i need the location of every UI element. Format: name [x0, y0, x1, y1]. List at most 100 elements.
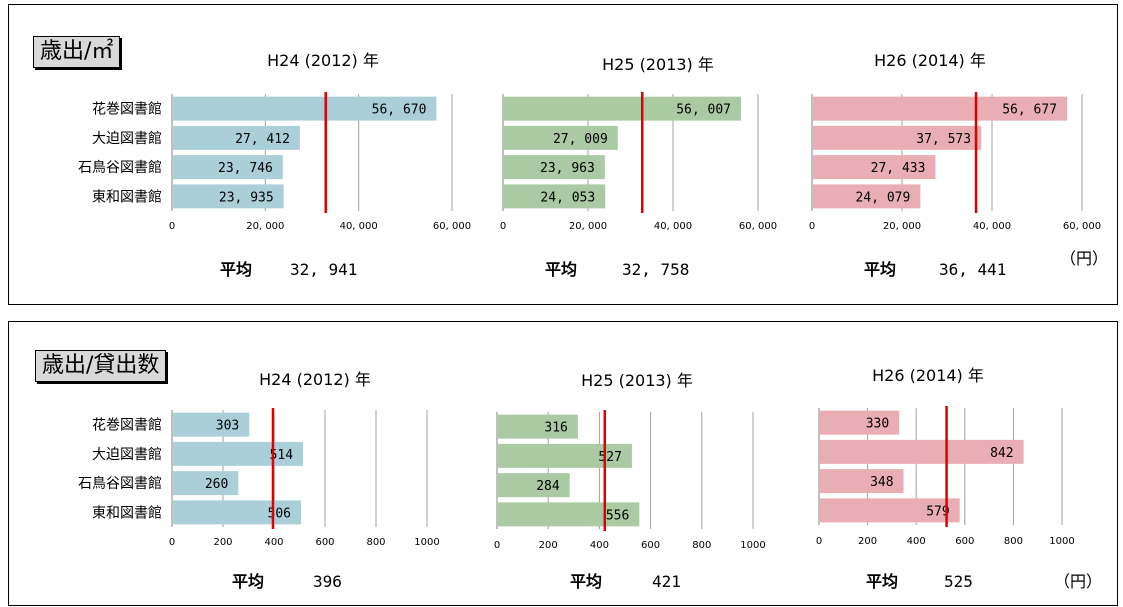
panel-label-per-area: 歳出/㎡ [33, 36, 121, 68]
average-label: 平均 [570, 572, 602, 591]
bar [504, 155, 605, 180]
bar [504, 125, 618, 150]
x-tick-label: 600 [955, 536, 974, 547]
x-tick-label: 600 [315, 537, 334, 548]
x-tick-label: 0 [816, 536, 822, 547]
bar-value-label: 348 [870, 475, 893, 490]
panel-per-area [8, 4, 1118, 305]
bar [504, 96, 742, 121]
bar-value-label: 27, 009 [553, 132, 608, 147]
average-value: 396 [313, 572, 342, 591]
bar [813, 155, 936, 180]
bar [813, 184, 921, 209]
category-label: 花巻図書館 [92, 417, 162, 434]
chart-title: H26 (2014) 年 [874, 51, 986, 70]
bar [813, 125, 982, 150]
x-tick-label: 20, 000 [246, 221, 284, 232]
bar-value-label: 556 [606, 508, 629, 523]
x-tick-label: 0 [494, 540, 500, 551]
bar-value-label: 23, 935 [219, 190, 274, 205]
bar [498, 443, 632, 468]
average-value: 32, 758 [622, 260, 689, 279]
x-tick-label: 60, 000 [739, 221, 777, 232]
bar-value-label: 260 [205, 477, 228, 492]
average-label: 平均 [232, 572, 264, 591]
category-label: 石鳥谷図書館 [78, 159, 162, 176]
x-tick-label: 60, 000 [433, 221, 471, 232]
chart-title: H25 (2013) 年 [602, 55, 714, 74]
bar [820, 469, 904, 494]
bar [498, 473, 570, 498]
bar [173, 412, 250, 437]
average-label: 平均 [220, 260, 252, 279]
bar-value-label: 56, 677 [1002, 103, 1057, 118]
bar [813, 96, 1068, 121]
average-value: 525 [944, 572, 973, 591]
x-tick-label: 200 [858, 536, 877, 547]
bar [173, 96, 437, 121]
x-tick-label: 400 [907, 536, 926, 547]
bar [173, 441, 304, 466]
bar [820, 498, 960, 523]
bar-value-label: 842 [990, 446, 1013, 461]
bar-value-label: 37, 573 [916, 132, 971, 147]
bar-value-label: 506 [268, 506, 291, 521]
x-tick-label: 400 [264, 537, 283, 548]
x-tick-label: 40, 000 [654, 221, 692, 232]
bar [173, 471, 239, 496]
bar [820, 410, 900, 435]
category-label: 石鳥谷図書館 [78, 475, 162, 492]
x-tick-label: 200 [539, 540, 558, 551]
x-tick-label: 200 [213, 537, 232, 548]
x-tick-label: 0 [169, 221, 175, 232]
x-tick-label: 800 [366, 537, 385, 548]
bar-value-label: 330 [866, 417, 889, 432]
x-tick-label: 1000 [1049, 536, 1074, 547]
average-value: 36, 441 [939, 260, 1006, 279]
x-tick-label: 40, 000 [973, 221, 1011, 232]
bar [498, 414, 578, 439]
average-value: 421 [652, 572, 681, 591]
bar [173, 125, 300, 150]
average-label: 平均 [866, 572, 898, 591]
chart-title: H24 (2012) 年 [267, 51, 379, 70]
x-tick-label: 400 [590, 540, 609, 551]
x-tick-label: 600 [641, 540, 660, 551]
category-label: 大迫図書館 [92, 446, 162, 463]
chart-title: H26 (2014) 年 [872, 366, 984, 385]
bar-value-label: 27, 433 [871, 161, 926, 176]
x-tick-label: 0 [809, 221, 815, 232]
bar-value-label: 24, 053 [540, 190, 595, 205]
bar-value-label: 514 [270, 448, 294, 463]
bar-value-label: 56, 007 [676, 103, 731, 118]
x-tick-label: 20, 000 [569, 221, 607, 232]
average-label: 平均 [864, 260, 896, 279]
category-label: 花巻図書館 [92, 101, 162, 118]
x-tick-label: 20, 000 [883, 221, 921, 232]
bar-value-label: 527 [598, 450, 621, 465]
bar [504, 184, 606, 209]
panel-label-per-loan: 歳出/貸出数 [35, 350, 167, 382]
bar-value-label: 23, 963 [540, 161, 595, 176]
bar-value-label: 56, 670 [372, 103, 427, 118]
unit-label: （円） [1054, 572, 1102, 591]
x-tick-label: 800 [1004, 536, 1023, 547]
bar [173, 155, 283, 180]
bar-value-label: 27, 412 [235, 132, 290, 147]
bar-value-label: 284 [536, 479, 560, 494]
bar-value-label: 579 [926, 504, 949, 519]
bar-value-label: 24, 079 [856, 190, 911, 205]
bar-value-label: 303 [216, 419, 239, 434]
category-label: 東和図書館 [92, 504, 162, 521]
average-value: 32, 941 [290, 260, 357, 279]
x-tick-label: 0 [169, 537, 175, 548]
x-tick-label: 1000 [740, 540, 765, 551]
x-tick-label: 0 [500, 221, 506, 232]
category-label: 大迫図書館 [92, 130, 162, 147]
bar [820, 439, 1024, 464]
bar [173, 500, 302, 525]
x-tick-label: 800 [692, 540, 711, 551]
x-tick-label: 60, 000 [1063, 221, 1101, 232]
x-tick-label: 40, 000 [340, 221, 378, 232]
